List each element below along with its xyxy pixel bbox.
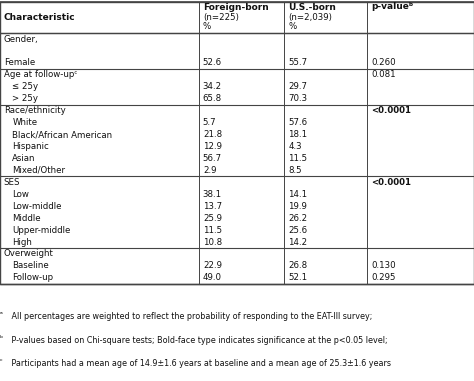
Text: ᵇ: ᵇ [0, 336, 3, 342]
Text: 12.9: 12.9 [203, 142, 222, 151]
Text: Race/ethnicity: Race/ethnicity [4, 106, 65, 115]
Text: 0.130: 0.130 [371, 261, 396, 271]
Text: ≤ 25y: ≤ 25y [12, 82, 38, 91]
Text: 29.7: 29.7 [288, 82, 307, 91]
Text: 26.8: 26.8 [288, 261, 307, 271]
Text: Upper-middle: Upper-middle [12, 226, 71, 235]
Text: 5.7: 5.7 [203, 118, 217, 127]
Text: 14.1: 14.1 [288, 190, 307, 199]
Text: 10.8: 10.8 [203, 238, 222, 247]
Text: SES: SES [4, 178, 20, 187]
Text: 19.9: 19.9 [288, 202, 307, 211]
Text: 0.295: 0.295 [371, 274, 396, 282]
Text: Female: Female [4, 59, 35, 67]
Text: %: % [203, 22, 211, 31]
Text: Age at follow-upᶜ: Age at follow-upᶜ [4, 70, 77, 79]
Text: p-valueᵇ: p-valueᵇ [371, 2, 413, 11]
Text: 21.8: 21.8 [203, 130, 222, 139]
Text: 14.2: 14.2 [288, 238, 307, 247]
Text: Gender,: Gender, [4, 35, 38, 43]
Text: 52.1: 52.1 [288, 274, 307, 282]
Text: 2.9: 2.9 [203, 166, 216, 175]
Text: 26.2: 26.2 [288, 214, 307, 223]
Text: 8.5: 8.5 [288, 166, 302, 175]
Text: P-values based on Chi-square tests; Bold-face type indicates significance at the: P-values based on Chi-square tests; Bold… [9, 336, 387, 345]
Text: 13.7: 13.7 [203, 202, 222, 211]
Text: <0.0001: <0.0001 [371, 178, 411, 187]
Text: %: % [288, 22, 296, 31]
Text: ᶜ: ᶜ [0, 359, 3, 365]
Text: White: White [12, 118, 37, 127]
Text: Follow-up: Follow-up [12, 274, 54, 282]
Text: 70.3: 70.3 [288, 94, 307, 103]
Text: 38.1: 38.1 [203, 190, 222, 199]
Text: All percentages are weighted to reflect the probability of responding to the EAT: All percentages are weighted to reflect … [9, 312, 372, 321]
Text: Hispanic: Hispanic [12, 142, 49, 151]
Text: 34.2: 34.2 [203, 82, 222, 91]
Text: Low-middle: Low-middle [12, 202, 62, 211]
Text: 4.3: 4.3 [288, 142, 302, 151]
Text: 57.6: 57.6 [288, 118, 307, 127]
Text: Black/African American: Black/African American [12, 130, 112, 139]
Text: 11.5: 11.5 [288, 154, 307, 163]
Text: <0.0001: <0.0001 [371, 106, 411, 115]
Text: 49.0: 49.0 [203, 274, 222, 282]
Text: 25.9: 25.9 [203, 214, 222, 223]
Text: 56.7: 56.7 [203, 154, 222, 163]
Text: 65.8: 65.8 [203, 94, 222, 103]
Bar [0, 2, 474, 284]
Text: 25.6: 25.6 [288, 226, 307, 235]
Text: 18.1: 18.1 [288, 130, 307, 139]
Text: U.S.-born: U.S.-born [288, 3, 336, 12]
Text: Overweight: Overweight [4, 250, 54, 258]
Text: 52.6: 52.6 [203, 59, 222, 67]
Text: 22.9: 22.9 [203, 261, 222, 271]
Text: 55.7: 55.7 [288, 59, 307, 67]
Text: Baseline: Baseline [12, 261, 49, 271]
Text: > 25y: > 25y [12, 94, 38, 103]
Text: Asian: Asian [12, 154, 36, 163]
Text: (n=2,039): (n=2,039) [288, 13, 332, 22]
Text: Foreign-born: Foreign-born [203, 3, 269, 12]
Text: 0.260: 0.260 [371, 59, 396, 67]
Text: ᵃ: ᵃ [0, 312, 3, 318]
Text: Middle: Middle [12, 214, 41, 223]
Text: High: High [12, 238, 32, 247]
Text: Characteristic: Characteristic [4, 13, 75, 22]
Text: Low: Low [12, 190, 29, 199]
Text: Participants had a mean age of 14.9±1.6 years at baseline and a mean age of 25.3: Participants had a mean age of 14.9±1.6 … [9, 359, 391, 368]
Text: Mixed/Other: Mixed/Other [12, 166, 65, 175]
Text: 0.081: 0.081 [371, 70, 396, 79]
Text: (n=225): (n=225) [203, 13, 239, 22]
Text: 11.5: 11.5 [203, 226, 222, 235]
